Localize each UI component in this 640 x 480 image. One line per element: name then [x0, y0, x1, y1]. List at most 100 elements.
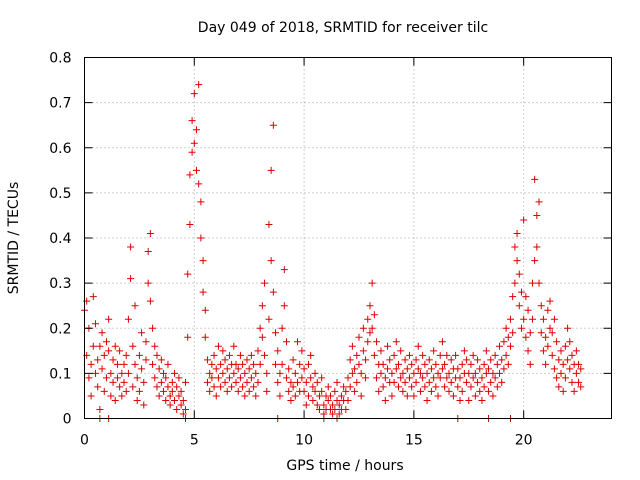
- data-point: [425, 378, 433, 386]
- y-tick-label: 0.6: [49, 141, 71, 157]
- data-point: [171, 369, 179, 377]
- data-point: [542, 360, 550, 368]
- data-point: [124, 315, 132, 323]
- data-point: [195, 180, 203, 188]
- data-point: [337, 392, 345, 400]
- data-point: [458, 387, 466, 395]
- data-point: [252, 369, 260, 377]
- data-point: [241, 392, 249, 400]
- data-point: [493, 383, 501, 391]
- data-point: [511, 243, 519, 251]
- data-point: [559, 387, 567, 395]
- data-point: [197, 234, 205, 242]
- data-point: [436, 351, 444, 359]
- data-point: [118, 369, 126, 377]
- data-point: [357, 369, 365, 377]
- data-point: [177, 387, 185, 395]
- data-point: [489, 369, 497, 377]
- data-point: [469, 374, 477, 382]
- data-point: [421, 360, 429, 368]
- data-point: [199, 257, 207, 265]
- data-point: [309, 383, 317, 391]
- data-point: [96, 342, 104, 350]
- data-point: [175, 392, 183, 400]
- data-point: [326, 392, 334, 400]
- data-point: [410, 369, 418, 377]
- data-point: [331, 405, 339, 413]
- data-point: [509, 293, 517, 301]
- data-point: [230, 369, 238, 377]
- data-point: [375, 387, 383, 395]
- data-point: [166, 392, 174, 400]
- data-point: [261, 351, 269, 359]
- data-point: [496, 369, 504, 377]
- data-point: [351, 365, 359, 373]
- data-point: [566, 338, 574, 346]
- data-point: [223, 365, 231, 373]
- data-point: [311, 387, 319, 395]
- data-point: [300, 365, 308, 373]
- data-point: [408, 360, 416, 368]
- data-point: [247, 374, 255, 382]
- data-point: [120, 378, 128, 386]
- data-point: [485, 387, 493, 395]
- data-point: [208, 360, 216, 368]
- data-point: [203, 356, 211, 364]
- y-tick-label: 0: [63, 412, 72, 428]
- y-tick-label: 0.8: [49, 51, 71, 67]
- data-point: [186, 220, 194, 228]
- data-point: [245, 365, 253, 373]
- data-point: [109, 378, 117, 386]
- data-point: [324, 383, 332, 391]
- data-point: [225, 351, 233, 359]
- data-point: [362, 356, 370, 364]
- data-point: [256, 360, 264, 368]
- data-point: [555, 356, 563, 364]
- data-point: [146, 229, 154, 237]
- data-point: [335, 401, 343, 409]
- data-point: [392, 365, 400, 373]
- data-point: [346, 356, 354, 364]
- data-point: [100, 387, 108, 395]
- data-point: [131, 302, 139, 310]
- data-point: [443, 374, 451, 382]
- data-point: [548, 329, 556, 337]
- data-point: [285, 387, 293, 395]
- data-point: [203, 378, 211, 386]
- data-point: [267, 166, 275, 174]
- data-point: [386, 356, 394, 364]
- data-point: [504, 360, 512, 368]
- data-point: [348, 369, 356, 377]
- data-point: [221, 378, 229, 386]
- data-point: [188, 117, 196, 125]
- data-point: [166, 401, 174, 409]
- x-axis-label: GPS time / hours: [286, 458, 403, 474]
- data-point: [160, 387, 168, 395]
- data-point: [364, 338, 372, 346]
- data-point: [564, 356, 572, 364]
- data-point: [98, 365, 106, 373]
- data-point: [234, 387, 242, 395]
- data-point: [377, 369, 385, 377]
- data-point: [531, 175, 539, 183]
- data-point: [414, 342, 422, 350]
- data-point: [373, 374, 381, 382]
- y-tick-label: 0.4: [49, 231, 71, 247]
- data-point: [223, 387, 231, 395]
- data-point: [405, 374, 413, 382]
- data-point: [298, 347, 306, 355]
- data-point: [474, 356, 482, 364]
- data-point: [515, 302, 523, 310]
- data-point: [399, 387, 407, 395]
- data-point: [210, 383, 218, 391]
- data-point: [329, 410, 337, 418]
- data-point: [254, 347, 262, 355]
- data-point: [500, 365, 508, 373]
- data-point: [557, 347, 565, 355]
- data-point: [199, 288, 207, 296]
- data-point: [304, 392, 312, 400]
- data-point: [146, 297, 154, 305]
- data-point: [353, 378, 361, 386]
- data-point: [179, 396, 187, 404]
- data-point: [546, 297, 554, 305]
